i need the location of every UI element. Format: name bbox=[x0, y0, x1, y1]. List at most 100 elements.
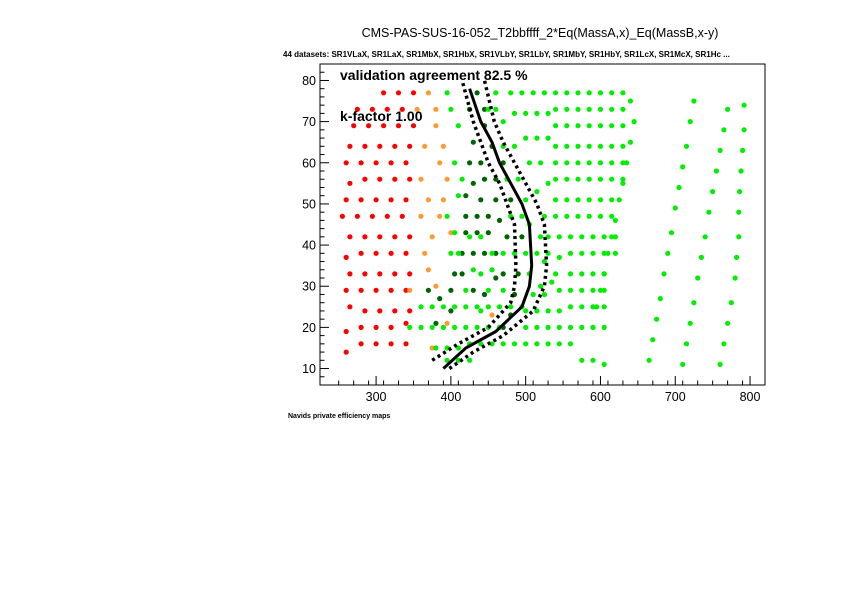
data-point bbox=[553, 106, 559, 112]
data-point bbox=[556, 308, 562, 314]
data-point bbox=[586, 197, 592, 203]
data-point bbox=[429, 324, 435, 330]
data-point bbox=[597, 106, 604, 112]
data-point bbox=[556, 324, 562, 330]
data-point bbox=[347, 234, 353, 240]
data-point bbox=[478, 160, 484, 166]
plot-frame bbox=[319, 63, 766, 386]
data-point bbox=[526, 160, 533, 166]
data-point bbox=[741, 127, 747, 133]
data-point bbox=[691, 98, 697, 104]
data-point bbox=[646, 357, 652, 363]
data-point bbox=[698, 254, 705, 260]
data-point bbox=[493, 106, 499, 112]
data-point bbox=[567, 324, 574, 330]
data-point bbox=[493, 176, 499, 182]
data-point bbox=[381, 90, 387, 96]
data-point bbox=[418, 324, 424, 330]
data-point bbox=[564, 176, 570, 182]
data-point bbox=[504, 234, 510, 240]
data-point bbox=[609, 234, 615, 240]
data-point bbox=[358, 324, 364, 330]
data-point bbox=[545, 324, 551, 330]
data-point bbox=[725, 106, 731, 112]
data-point bbox=[553, 213, 559, 219]
data-point bbox=[575, 213, 581, 219]
data-point bbox=[530, 90, 536, 96]
data-point bbox=[590, 271, 596, 277]
data-point bbox=[467, 160, 473, 166]
data-point bbox=[564, 160, 570, 166]
data-point bbox=[725, 320, 731, 326]
data-point bbox=[687, 119, 693, 125]
data-point bbox=[362, 143, 368, 149]
data-point bbox=[590, 304, 596, 310]
data-point bbox=[732, 275, 738, 281]
data-point bbox=[459, 271, 465, 277]
data-point bbox=[354, 213, 360, 219]
data-point bbox=[538, 160, 544, 166]
data-point bbox=[388, 160, 394, 166]
data-point bbox=[392, 308, 398, 314]
data-point bbox=[597, 90, 604, 96]
data-point bbox=[448, 106, 454, 112]
data-point bbox=[717, 147, 723, 153]
data-point bbox=[384, 213, 390, 219]
data-point bbox=[347, 304, 353, 310]
data-point bbox=[373, 160, 379, 166]
data-point bbox=[388, 341, 394, 347]
data-point bbox=[478, 271, 484, 277]
data-point bbox=[388, 324, 394, 330]
data-point bbox=[448, 250, 454, 256]
data-point bbox=[410, 90, 417, 96]
data-point bbox=[373, 324, 379, 330]
data-point bbox=[496, 217, 503, 223]
data-point bbox=[609, 123, 615, 129]
data-point bbox=[463, 287, 469, 293]
data-point bbox=[586, 213, 592, 219]
data-point bbox=[579, 271, 585, 277]
data-point bbox=[597, 176, 604, 182]
data-point bbox=[452, 271, 458, 277]
data-point bbox=[605, 250, 611, 256]
data-point bbox=[601, 361, 607, 367]
data-point bbox=[612, 217, 619, 223]
data-point bbox=[463, 304, 469, 310]
data-point bbox=[418, 213, 424, 219]
data-point bbox=[609, 160, 615, 166]
data-point bbox=[594, 304, 600, 310]
data-point bbox=[467, 234, 473, 240]
data-point bbox=[384, 106, 390, 112]
data-point bbox=[590, 234, 596, 240]
data-point bbox=[392, 143, 398, 149]
data-point bbox=[567, 304, 574, 310]
data-point bbox=[444, 357, 450, 363]
y-tick-label: 20 bbox=[302, 321, 316, 335]
x-tick-label: 600 bbox=[590, 390, 611, 404]
data-point bbox=[620, 160, 626, 166]
data-point bbox=[347, 271, 353, 277]
data-point bbox=[511, 110, 518, 116]
y-tick-label: 30 bbox=[302, 280, 316, 294]
contour-dotted bbox=[431, 80, 518, 362]
data-point bbox=[541, 291, 548, 298]
data-point bbox=[534, 110, 540, 116]
data-point bbox=[734, 254, 740, 260]
data-point bbox=[624, 160, 630, 166]
data-point bbox=[579, 250, 585, 256]
data-point bbox=[534, 324, 540, 330]
data-point bbox=[541, 90, 548, 96]
data-point bbox=[620, 176, 626, 182]
data-point bbox=[545, 308, 551, 314]
data-point bbox=[377, 143, 383, 149]
data-point bbox=[358, 250, 364, 256]
data-point bbox=[358, 160, 364, 166]
y-tick-label: 10 bbox=[302, 362, 316, 376]
exclusion-contours bbox=[431, 80, 549, 370]
data-point bbox=[373, 341, 379, 347]
data-point bbox=[717, 361, 723, 367]
data-point bbox=[474, 304, 480, 310]
data-point bbox=[440, 324, 446, 330]
y-tick-label: 60 bbox=[302, 156, 316, 170]
data-point bbox=[493, 90, 499, 96]
